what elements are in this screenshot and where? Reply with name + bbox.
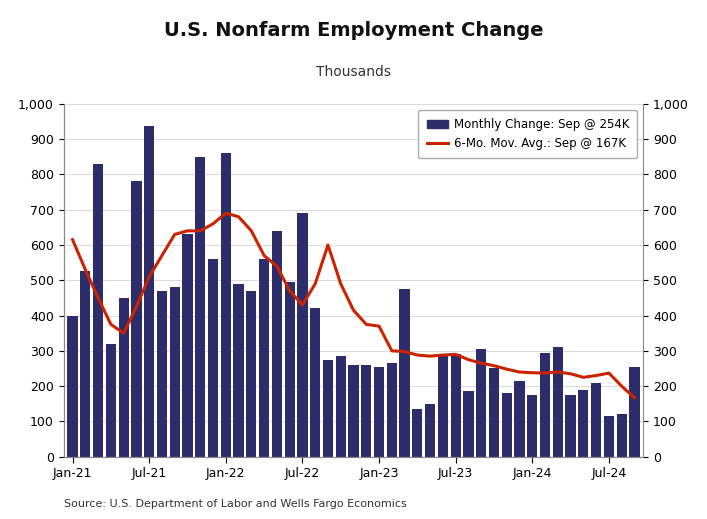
Bar <box>208 259 218 457</box>
Bar <box>233 284 244 457</box>
Bar <box>463 391 474 457</box>
Bar <box>450 354 461 457</box>
Bar <box>170 288 180 457</box>
Bar <box>361 365 371 457</box>
Bar <box>106 344 116 457</box>
Bar <box>617 414 627 457</box>
Bar <box>412 409 423 457</box>
Bar <box>540 352 550 457</box>
Bar <box>527 395 537 457</box>
Bar <box>298 213 308 457</box>
Bar <box>195 157 205 457</box>
Bar <box>629 367 640 457</box>
Bar <box>284 282 295 457</box>
Bar <box>323 360 333 457</box>
Text: U.S. Nonfarm Employment Change: U.S. Nonfarm Employment Change <box>164 21 543 40</box>
Bar <box>374 367 384 457</box>
Bar <box>132 182 141 457</box>
Bar <box>591 383 601 457</box>
Bar <box>271 231 282 457</box>
Bar <box>144 126 154 457</box>
Bar <box>399 289 409 457</box>
Bar <box>259 259 269 457</box>
Bar <box>604 416 614 457</box>
Bar <box>80 271 90 457</box>
Bar <box>438 356 448 457</box>
Bar <box>246 291 257 457</box>
Bar <box>425 404 436 457</box>
Bar <box>578 390 588 457</box>
Bar <box>157 291 167 457</box>
Bar <box>67 316 78 457</box>
Bar <box>336 356 346 457</box>
Bar <box>502 393 512 457</box>
Bar <box>489 368 499 457</box>
Bar <box>515 381 525 457</box>
Bar <box>349 365 358 457</box>
Bar <box>476 349 486 457</box>
Bar <box>566 395 575 457</box>
Bar <box>553 347 563 457</box>
Legend: Monthly Change: Sep @ 254K, 6-Mo. Mov. Avg.: Sep @ 167K: Monthly Change: Sep @ 254K, 6-Mo. Mov. A… <box>419 110 638 158</box>
Text: Thousands: Thousands <box>316 65 391 79</box>
Bar <box>119 298 129 457</box>
Bar <box>93 164 103 457</box>
Bar <box>310 308 320 457</box>
Text: Source: U.S. Department of Labor and Wells Fargo Economics: Source: U.S. Department of Labor and Wel… <box>64 499 407 509</box>
Bar <box>182 235 192 457</box>
Bar <box>387 363 397 457</box>
Bar <box>221 153 231 457</box>
